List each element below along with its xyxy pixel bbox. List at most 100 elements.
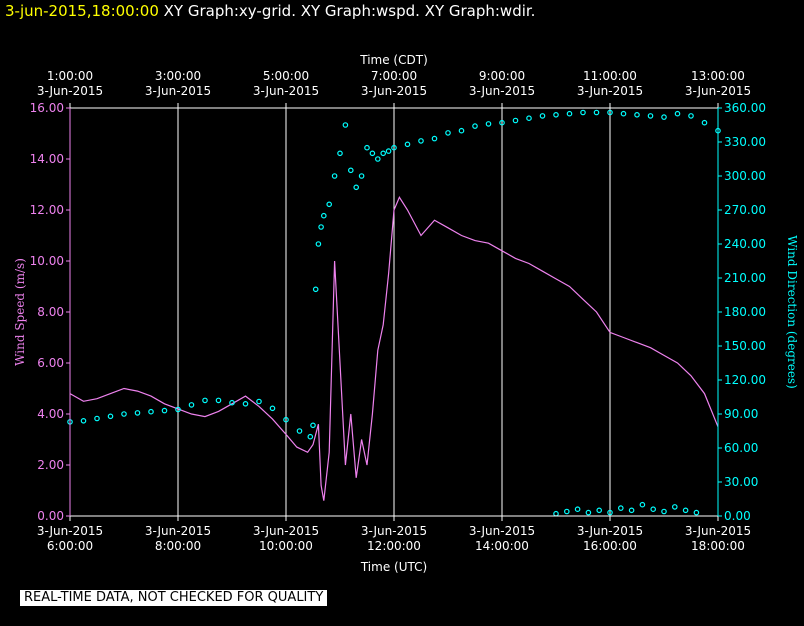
data-point-wdir [188, 402, 195, 408]
data-point-wdir [296, 428, 303, 434]
data-point-wdir [320, 212, 327, 219]
data-point-wdir [620, 110, 627, 117]
data-point-wdir [499, 119, 505, 126]
y-left-tick-label: 6.00 [37, 356, 64, 370]
y-right-tick-label: 360.00 [724, 101, 766, 115]
data-point-wdir_wrap [682, 507, 689, 514]
data-point-wdir [121, 411, 127, 417]
data-point-wdir [553, 112, 559, 118]
data-point-wdir [418, 138, 424, 144]
y-left-tick-label: 10.00 [30, 254, 64, 268]
data-point-wdir [353, 184, 360, 191]
x-tick-label-bottom-date: 3-Jun-2015 [145, 524, 211, 538]
data-point-wdir [134, 410, 141, 416]
x-tick-label-top-date: 3-Jun-2015 [685, 84, 751, 98]
data-point-wdir [607, 109, 613, 116]
y-left-axis-title: Wind Speed (m/s) [13, 258, 27, 366]
x-tick-label-top-time: 7:00:00 [371, 69, 417, 83]
data-point-wdir [445, 130, 451, 136]
data-point-wdir [312, 286, 319, 293]
x-tick-label-bottom-time: 18:00:00 [691, 539, 745, 553]
data-point-wdir_wrap [639, 501, 646, 508]
data-point-wdir [318, 224, 324, 230]
axes [66, 103, 722, 521]
data-point-wdir [256, 398, 262, 405]
data-point-wdir_wrap [596, 507, 603, 514]
y-right-tick-label: 210.00 [724, 271, 766, 285]
y-left-tick-label: 12.00 [30, 203, 64, 217]
data-point-wdir [593, 109, 600, 116]
data-point-wdir [580, 109, 586, 116]
data-point-wdir_wrap [693, 509, 700, 516]
header-timestamp: 3-jun-2015,18:00:00 [5, 2, 159, 20]
x-tick-label-bottom-time: 16:00:00 [583, 539, 637, 553]
data-point-wdir [526, 115, 532, 122]
data-point-wdir [369, 150, 376, 157]
y-left-tick-label: 2.00 [37, 458, 64, 472]
x-tick-label-top-time: 1:00:00 [47, 69, 93, 83]
y-right-axis-title: Wind Direction (degrees) [785, 235, 799, 389]
data-point-wdir [337, 150, 343, 157]
series-wdir [67, 109, 721, 440]
y-left-tick-label: 4.00 [37, 407, 64, 421]
x-tick-label-bottom-date: 3-Jun-2015 [577, 524, 643, 538]
data-point-wdir [458, 127, 465, 134]
y-right-tick-label: 330.00 [724, 135, 766, 149]
data-point-wdir [148, 408, 154, 415]
x-tick-label-bottom-time: 6:00:00 [47, 539, 93, 553]
data-point-wdir_wrap [661, 508, 667, 515]
data-point-wdir [634, 112, 640, 118]
data-point-wdir_wrap [563, 508, 570, 515]
x-tick-label-bottom-time: 10:00:00 [259, 539, 313, 553]
series-line-wspd [69, 196, 719, 501]
data-point-wdir [315, 241, 322, 247]
data-point-wdir [307, 433, 314, 440]
y-right-tick-label: 270.00 [724, 203, 766, 217]
y-left-tick-label: 8.00 [37, 305, 64, 319]
data-point-wdir [326, 201, 333, 208]
y-right-tick-label: 120.00 [724, 373, 766, 387]
data-point-wdir [283, 416, 289, 423]
data-point-wdir_wrap [574, 506, 581, 513]
data-point-wdir_wrap [553, 510, 559, 517]
data-point-wdir [512, 117, 519, 124]
data-point-wdir [566, 110, 573, 117]
data-point-wdir [242, 400, 249, 407]
data-point-wdir [485, 121, 492, 127]
data-point-wdir [391, 144, 397, 151]
x-tick-label-bottom-date: 3-Jun-2015 [37, 524, 103, 538]
data-point-wdir [80, 417, 87, 424]
series-wdir_wrap [553, 501, 700, 517]
data-point-wdir_wrap [617, 505, 624, 511]
header-title: 3-jun-2015,18:00:00 XY Graph:xy-grid. XY… [5, 2, 535, 20]
x-tick-label-top-time: 11:00:00 [583, 69, 637, 83]
data-point-wdir_wrap [585, 509, 592, 516]
series-layer [67, 109, 721, 517]
y-right-tick-label: 90.00 [724, 407, 758, 421]
data-point-wdir_wrap [628, 507, 635, 514]
y-right-tick-label: 30.00 [724, 475, 758, 489]
data-point-wdir [380, 150, 387, 157]
y-left-tick-label: 14.00 [30, 152, 64, 166]
data-point-wdir [161, 407, 168, 414]
y-right-tick-label: 0.00 [724, 509, 751, 523]
data-point-wdir [215, 397, 222, 404]
header-graph-list: XY Graph:xy-grid. XY Graph:wspd. XY Grap… [158, 2, 536, 20]
x-tick-label-bottom-date: 3-Jun-2015 [361, 524, 427, 538]
x-tick-label-bottom-time: 14:00:00 [475, 539, 529, 553]
x-tick-label-top-date: 3-Jun-2015 [253, 84, 319, 98]
x-tick-label-bottom-time: 12:00:00 [367, 539, 421, 553]
data-point-wdir_wrap [671, 504, 678, 510]
data-point-wdir [364, 144, 370, 151]
grid-lines [177, 108, 611, 516]
data-point-wdir [202, 397, 208, 404]
x-tick-label-top-date: 3-Jun-2015 [469, 84, 535, 98]
x-tick-label-bottom-time: 8:00:00 [155, 539, 201, 553]
data-point-wdir [358, 173, 365, 179]
data-point-wdir [385, 148, 392, 154]
y-left-tick-label: 16.00 [30, 101, 64, 115]
y-right-tick-label: 150.00 [724, 339, 766, 353]
data-point-wdir [688, 113, 694, 119]
data-point-wdir [107, 413, 114, 420]
